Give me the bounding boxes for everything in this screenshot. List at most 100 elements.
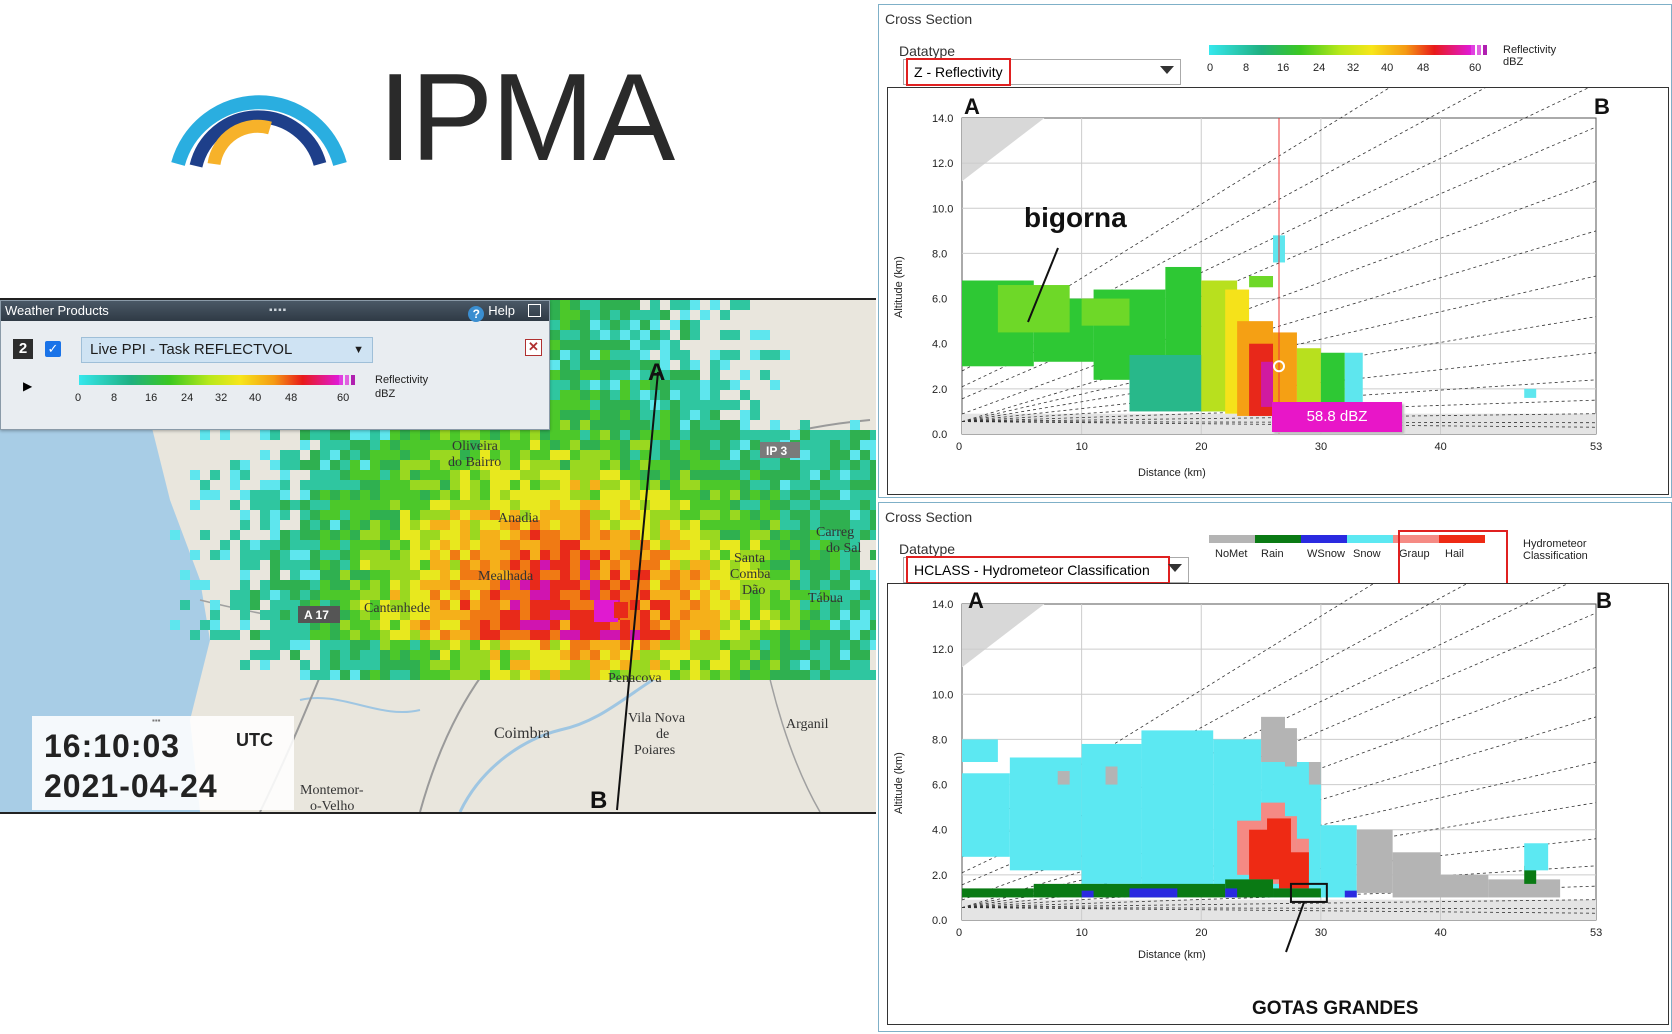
echo-cell [560,510,570,520]
echo-cell [670,650,680,660]
echo-cell [760,560,770,570]
echo-cell [700,460,710,470]
echo-cell [560,660,570,670]
echo-cell [270,630,280,640]
echo-cell [510,510,520,520]
echo-cell [500,590,510,600]
echo-cell [630,370,640,380]
echo-cell [790,660,800,670]
echo-cell [490,600,500,610]
echo-cell [820,470,830,480]
echo-cell [640,480,650,490]
echo-cell [480,570,490,580]
echo-cell [370,520,380,530]
echo-cell [580,410,590,420]
transect-start-label: A [648,359,665,386]
echo-cell [600,460,610,470]
echo-cell [640,380,650,390]
echo-cell [450,450,460,460]
echo-cell [630,350,640,360]
echo-cell [680,670,690,680]
echo-cell [400,450,410,460]
product-select[interactable]: Live PPI - Task REFLECTVOL ▼ [81,337,373,363]
echo-cell [840,480,850,490]
echo-cell [860,570,870,580]
datatype-select[interactable]: Z - Reflectivity [903,58,1181,86]
echo-cell [660,370,670,380]
echo-cell [810,560,820,570]
echo-cell [410,650,420,660]
echo-cell [840,670,850,680]
echo-cell [360,520,370,530]
echo-cell [710,580,720,590]
echo-cell [840,630,850,640]
datatype-select[interactable]: HCLASS - Hydrometeor Classification [903,556,1189,584]
echo-cell [580,370,590,380]
scale-tick: 8 [1243,62,1249,74]
echo-cell [700,660,710,670]
echo-cell [760,350,770,360]
echo-cell [800,650,810,660]
echo-cell [280,460,290,470]
echo-cell [730,670,740,680]
echo-cell [200,530,210,540]
echo-cell [570,440,580,450]
echo-cell [680,460,690,470]
echo-cell [300,460,310,470]
echo-cell [710,490,720,500]
play-button[interactable]: ▶ [23,379,33,393]
echo-cell [630,580,640,590]
echo-cell [610,330,620,340]
echo-cell [410,520,420,530]
scale-tick: 0 [75,392,81,404]
echo-cell [410,670,420,680]
drag-grip-icon[interactable]: ▪▪▪▪ [269,305,288,316]
echo-cell [550,490,560,500]
echo-cell [550,300,560,310]
reflectivity-plot[interactable]: 0 10 20 30 40 53 0.0 2.0 4.0 6.0 8.0 10.0 12.0 14.0 Di… [887,0,1669,495]
echo-cell [840,530,850,540]
echo-cell [630,320,640,330]
echo-cell [550,420,560,430]
echo-cell [720,560,730,570]
echo-cell [270,480,280,490]
echo-cell [270,500,280,510]
echo-cell [600,630,610,640]
echo-cell [740,410,750,420]
echo-cell [720,630,730,640]
echo-cell [400,530,410,540]
echo-cell [820,610,830,620]
echo-cell [360,430,370,440]
echo-cell [600,530,610,540]
echo-cell [230,600,240,610]
echo-cell [720,460,730,470]
echo-cell [830,660,840,670]
reflectivity-plot-canvas[interactable]: 0 10 20 30 40 530.02.04.06.08.010.012.014.0Di… [888,0,1668,494]
panel-header[interactable]: Weather Products ▪▪▪▪ ? Help [1,301,549,322]
remove-layer-button[interactable]: ✕ [525,339,542,356]
echo-cell [280,560,290,570]
echo-cell [830,460,840,470]
drag-grip-icon[interactable]: ▪▪▪ [152,716,161,725]
echo-cell [610,460,620,470]
echo-cell [850,440,860,450]
echo-cell [630,540,640,550]
hydrometeor-plot-canvas[interactable]: 0 10 20 30 40 530.02.04.06.08.010.012.014.0Di… [888,445,1668,1024]
minimize-icon[interactable] [528,304,541,317]
echo-cell [380,660,390,670]
echo-cell [250,540,260,550]
layer-visible-checkbox[interactable]: ✓ [45,341,61,357]
echo-cell [540,650,550,660]
hydrometeor-plot[interactable]: 0 10 20 30 40 53 0.0 2.0 4.0 6.0 8.0 10.0 12.0 14.0 Di… [887,445,1669,1025]
echo-cell [630,550,640,560]
help-button[interactable]: ? Help [468,301,515,322]
echo-cell [470,440,480,450]
echo-cell [320,480,330,490]
legend-label: WSnow [1307,548,1345,560]
echo-cell [660,400,670,410]
echo-cell [510,610,520,620]
echo-cell [410,540,420,550]
echo-cell [460,650,470,660]
echo-cell [170,620,180,630]
echo-cell [690,470,700,480]
